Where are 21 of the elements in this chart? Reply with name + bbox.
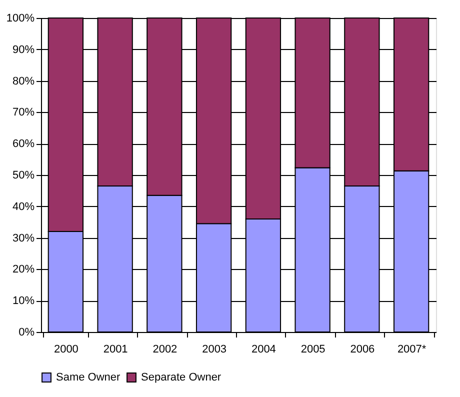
y-tick-label: 50% [12,170,35,182]
y-tick-label: 10% [12,295,35,308]
x-tick-label: 2000 [54,344,78,356]
x-tick-label: 2005 [300,344,326,356]
x-tick-label: 2003 [202,344,227,356]
legend-label: Separate Owner [141,372,222,384]
y-tick-label: 30% [12,232,35,244]
y-tick-label: 70% [12,106,35,119]
x-tick-label: 2001 [103,344,128,356]
x-tick-label: 2002 [152,344,178,356]
x-tick-label: 2004 [251,344,276,356]
y-tick-label: 20% [12,264,35,276]
y-tick-label: 100% [6,12,35,24]
y-tick-label: 0% [18,326,35,338]
legend-label: Same Owner [56,372,121,384]
x-tick-label: 2007* [397,344,427,356]
y-tick-label: 40% [12,200,35,213]
y-tick-label: 80% [12,75,35,88]
y-tick-label: 90% [12,44,35,56]
x-tick-label: 2006 [350,344,375,356]
y-tick-label: 60% [12,138,35,150]
